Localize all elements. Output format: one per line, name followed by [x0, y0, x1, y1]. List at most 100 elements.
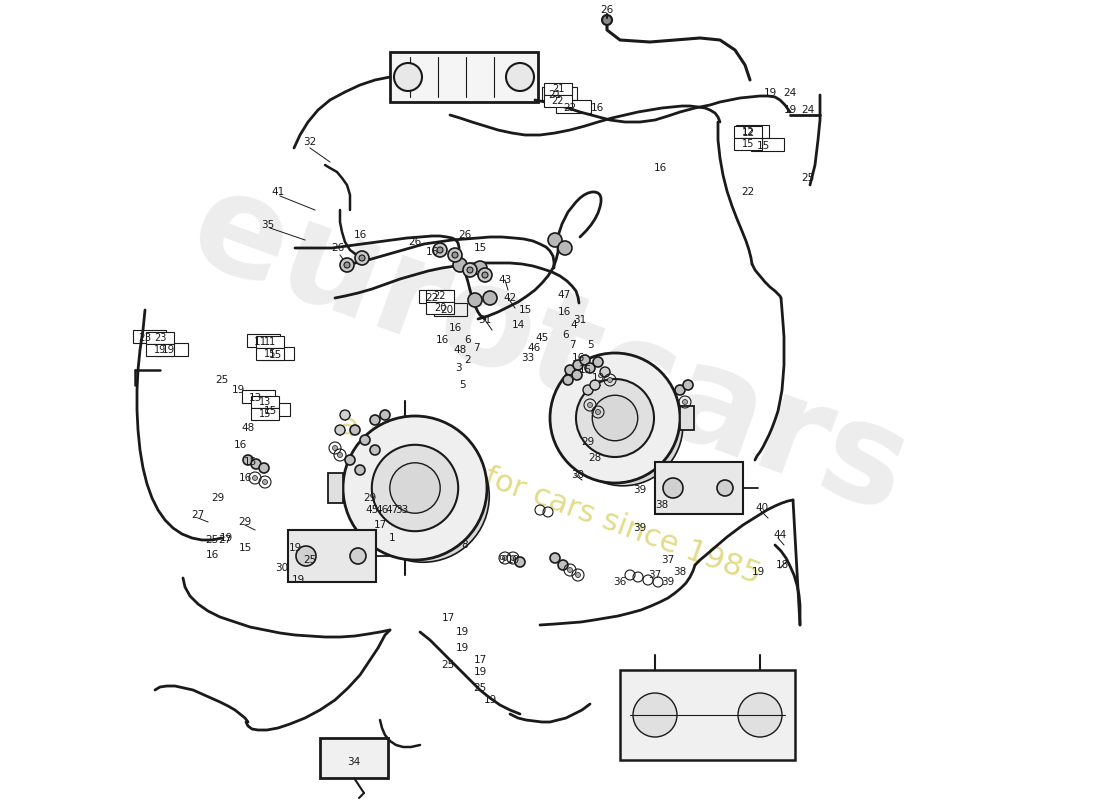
Circle shape	[350, 548, 366, 564]
Text: 19: 19	[751, 567, 764, 577]
Text: 28: 28	[588, 453, 602, 463]
Text: 6: 6	[563, 330, 570, 340]
Circle shape	[253, 475, 257, 481]
Text: 42: 42	[504, 293, 517, 303]
Text: 2: 2	[464, 355, 471, 365]
Text: 30: 30	[571, 470, 584, 480]
Text: 31: 31	[478, 315, 492, 325]
Text: 26: 26	[601, 5, 614, 15]
Circle shape	[437, 247, 443, 253]
Circle shape	[595, 410, 601, 414]
Circle shape	[355, 465, 365, 475]
Text: 29: 29	[239, 517, 252, 527]
Text: 16: 16	[426, 247, 439, 257]
Circle shape	[468, 267, 473, 273]
Text: 37: 37	[661, 555, 674, 565]
Circle shape	[576, 379, 654, 457]
Text: 4: 4	[571, 320, 578, 330]
Circle shape	[717, 480, 733, 496]
Text: 27: 27	[219, 535, 232, 545]
Text: 15: 15	[268, 350, 282, 360]
Text: 19: 19	[483, 695, 496, 705]
Circle shape	[587, 402, 593, 407]
Text: 21: 21	[552, 84, 564, 94]
Circle shape	[593, 357, 603, 367]
Circle shape	[550, 353, 680, 483]
Circle shape	[558, 241, 572, 255]
Text: 22: 22	[433, 291, 447, 301]
Text: 23: 23	[139, 333, 152, 343]
Circle shape	[663, 478, 683, 498]
Text: 39: 39	[634, 523, 647, 533]
Text: 21: 21	[549, 90, 562, 100]
Text: 16: 16	[239, 473, 252, 483]
Text: 25: 25	[206, 535, 219, 545]
Circle shape	[592, 395, 638, 441]
Text: 32: 32	[304, 137, 317, 147]
Circle shape	[452, 252, 458, 258]
Bar	[734, 126, 762, 138]
Text: 45: 45	[536, 333, 549, 343]
Text: 5: 5	[586, 340, 593, 350]
Circle shape	[448, 248, 462, 262]
Circle shape	[565, 365, 575, 375]
Bar	[434, 303, 468, 316]
Circle shape	[379, 410, 390, 420]
Text: 34: 34	[348, 757, 361, 767]
Text: 39: 39	[634, 485, 647, 495]
Bar	[251, 396, 279, 408]
Text: 17: 17	[373, 520, 386, 530]
Text: 25: 25	[802, 173, 815, 183]
Bar	[256, 348, 284, 360]
Text: 26: 26	[408, 237, 421, 247]
Circle shape	[483, 291, 497, 305]
Circle shape	[575, 573, 581, 578]
Bar	[736, 125, 769, 138]
Text: 16: 16	[558, 307, 571, 317]
Text: 8: 8	[462, 540, 469, 550]
Text: 11: 11	[264, 337, 276, 347]
Text: 19: 19	[288, 543, 301, 553]
Bar	[155, 343, 188, 356]
Text: 16: 16	[233, 440, 246, 450]
Text: 26: 26	[331, 243, 344, 253]
Text: 18: 18	[776, 560, 789, 570]
Text: 36: 36	[614, 577, 627, 587]
Text: 15: 15	[239, 543, 252, 553]
Text: 19: 19	[231, 385, 244, 395]
Circle shape	[433, 243, 447, 257]
Text: 30: 30	[275, 563, 288, 573]
Circle shape	[340, 258, 354, 272]
Bar	[251, 408, 279, 420]
Text: 48: 48	[453, 345, 466, 355]
Circle shape	[258, 463, 270, 473]
Circle shape	[600, 367, 610, 377]
Circle shape	[580, 355, 590, 365]
Text: 24: 24	[783, 88, 796, 98]
Circle shape	[370, 445, 379, 455]
Circle shape	[338, 453, 342, 458]
Bar	[426, 302, 454, 314]
Text: 44: 44	[773, 530, 786, 540]
Text: 16: 16	[653, 163, 667, 173]
Text: 14: 14	[512, 320, 525, 330]
Circle shape	[683, 380, 693, 390]
Circle shape	[251, 459, 261, 469]
Circle shape	[682, 399, 688, 405]
Text: 43: 43	[498, 275, 512, 285]
Text: 15: 15	[579, 365, 592, 375]
Text: 6: 6	[464, 335, 471, 345]
Text: 16: 16	[591, 103, 604, 113]
Text: 13: 13	[258, 397, 271, 407]
Circle shape	[515, 557, 525, 567]
Text: 26: 26	[459, 230, 472, 240]
Circle shape	[389, 462, 440, 514]
Circle shape	[607, 378, 613, 382]
Bar	[556, 100, 591, 113]
Text: 15: 15	[473, 243, 486, 253]
Text: 20: 20	[440, 305, 453, 315]
Text: 33: 33	[521, 353, 535, 363]
Text: 38: 38	[673, 567, 686, 577]
Text: 40: 40	[756, 503, 769, 513]
Text: 15: 15	[264, 349, 276, 359]
